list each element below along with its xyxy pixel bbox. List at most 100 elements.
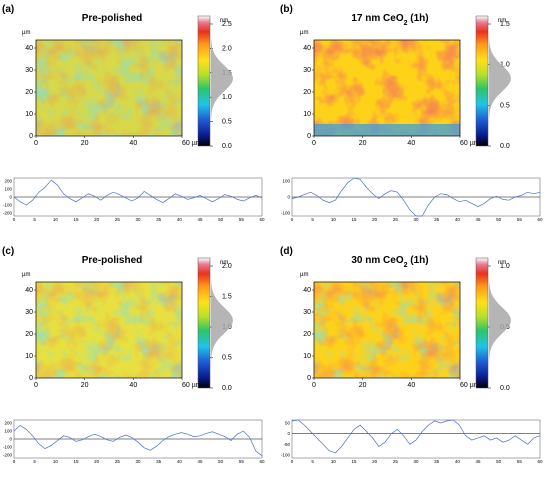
profile-x-tick: 35 — [156, 217, 162, 222]
scale-tick: 0.5 — [222, 119, 232, 126]
profile-x-tick: 5 — [33, 459, 36, 464]
profile-y-tick: -100 — [281, 453, 291, 458]
profile-x-tick: 55 — [239, 217, 245, 222]
map-x-tick: 20 — [359, 140, 367, 147]
map-x-tick: 0 — [312, 140, 316, 147]
profile-x-tick: 15 — [351, 459, 357, 464]
panel-title: 17 nm CeO2 (1h) — [351, 13, 428, 27]
profile-x-tick: 10 — [53, 459, 59, 464]
profile-y-tick: 0 — [287, 195, 290, 200]
map-x-tick: 20 — [81, 140, 89, 147]
height-map-peaks — [314, 282, 460, 378]
profile-x-tick: 10 — [331, 459, 337, 464]
profile-x-tick: 45 — [197, 459, 203, 464]
profile-x-tick: 45 — [475, 217, 481, 222]
map-y-tick: 20 — [25, 331, 33, 338]
profile-x-tick: 20 — [372, 217, 378, 222]
map-y-tick: 0 — [307, 133, 311, 140]
profile-x-tick: 15 — [73, 217, 79, 222]
map-y-tick: 20 — [303, 89, 311, 96]
map-y-tick: 20 — [303, 331, 311, 338]
profile-x-tick: 0 — [13, 459, 16, 464]
profile-line — [13, 424, 263, 457]
scale-tick: 2.0 — [222, 263, 232, 270]
scale-unit: nm — [220, 18, 228, 24]
height-histogram — [211, 26, 233, 136]
profile-x-tick: 0 — [291, 459, 294, 464]
profile-y-tick: 100 — [282, 179, 290, 184]
map-x-tick: 40 — [407, 382, 415, 389]
profile-line — [291, 419, 541, 454]
profile-x-tick: 55 — [239, 459, 245, 464]
profile-y-tick: -50 — [283, 442, 290, 447]
height-map-edge — [314, 124, 460, 136]
profile-x-tick: 40 — [455, 217, 461, 222]
profile-y-tick: 0 — [9, 437, 12, 442]
panel-title: 30 nm CeO2 (1h) — [351, 255, 428, 269]
color-scale-bar — [475, 15, 489, 147]
scale-unit: nm — [498, 18, 506, 24]
profile-x-tick: 40 — [177, 459, 183, 464]
map-y-tick: 10 — [25, 111, 33, 118]
scale-tick: 0.5 — [500, 102, 510, 109]
profile-x-tick: 30 — [135, 217, 141, 222]
map-x-tick: 60 µm — [182, 382, 202, 389]
panel-label: (d) — [280, 246, 293, 257]
scale-unit: nm — [498, 260, 506, 266]
profile-y-tick: 200 — [4, 421, 12, 426]
profile-x-tick: 25 — [393, 459, 399, 464]
map-y-tick: 40 — [25, 287, 33, 294]
profile-y-tick: -100 — [3, 203, 13, 208]
map-unit-label: µm — [22, 272, 30, 278]
map-x-tick: 0 — [34, 382, 38, 389]
color-scale-bar — [197, 257, 211, 389]
map-y-tick: 0 — [307, 375, 311, 382]
map-y-tick: 40 — [25, 45, 33, 52]
profile-x-tick: 60 — [259, 459, 265, 464]
profile-x-tick: 20 — [94, 459, 100, 464]
profile-x-tick: 35 — [434, 217, 440, 222]
profile-x-tick: 0 — [13, 217, 16, 222]
scale-tick: 1.5 — [500, 21, 510, 28]
map-unit-label: µm — [300, 272, 308, 278]
map-y-tick: 10 — [303, 353, 311, 360]
scale-tick: 0.0 — [500, 143, 510, 150]
map-y-tick: 30 — [303, 67, 311, 74]
map-y-tick: 30 — [303, 309, 311, 316]
profile-y-tick: -100 — [281, 211, 291, 216]
profile-x-tick: 50 — [496, 217, 502, 222]
map-y-tick: 20 — [25, 89, 33, 96]
color-scale-bar — [475, 257, 489, 389]
profile-x-tick: 25 — [115, 459, 121, 464]
map-y-tick: 0 — [29, 133, 33, 140]
profile-x-tick: 20 — [94, 217, 100, 222]
scale-tick: 1.0 — [500, 263, 510, 270]
height-histogram — [489, 268, 511, 378]
map-x-tick: 60 µm — [460, 140, 480, 147]
profile-x-tick: 40 — [177, 217, 183, 222]
scale-tick: 1.0 — [222, 94, 232, 101]
map-y-tick: 10 — [303, 111, 311, 118]
profile-y-tick: 0 — [287, 431, 290, 436]
profile-x-tick: 35 — [156, 459, 162, 464]
map-y-tick: 0 — [29, 375, 33, 382]
profile-x-tick: 55 — [517, 217, 523, 222]
profile-y-tick: 200 — [4, 179, 12, 184]
profile-x-tick: 30 — [413, 217, 419, 222]
profile-x-tick: 35 — [434, 459, 440, 464]
profile-x-tick: 40 — [455, 459, 461, 464]
profile-x-tick: 5 — [311, 217, 314, 222]
scale-tick: 1.0 — [500, 62, 510, 69]
profile-x-tick: 60 — [537, 217, 543, 222]
profile-y-tick: -200 — [3, 211, 13, 216]
map-frame — [35, 39, 183, 137]
map-frame — [313, 281, 461, 379]
profile-x-tick: 45 — [475, 459, 481, 464]
map-x-tick: 60 µm — [182, 140, 202, 147]
height-map-peaks — [36, 40, 182, 136]
profile-x-tick: 25 — [115, 217, 121, 222]
